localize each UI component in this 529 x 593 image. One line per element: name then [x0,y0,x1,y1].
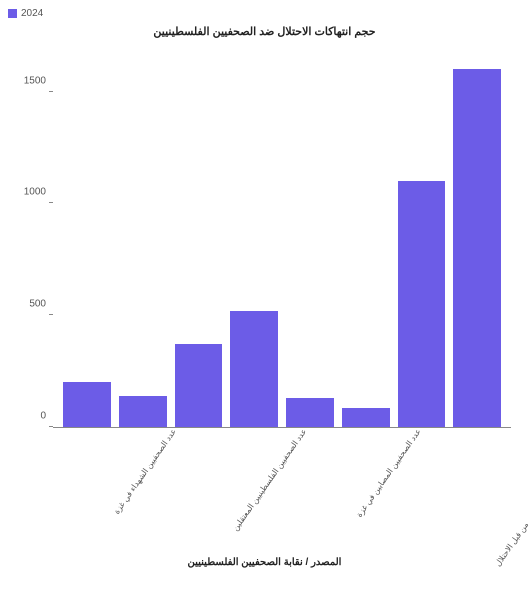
bar [63,382,111,427]
x-tick-label: عدد عائلات الصحفيين المستهدفين من قبل ال… [494,427,529,568]
y-tick-label: 1500 [8,75,46,86]
bar [230,311,278,427]
chart-container: 2024 حجم انتهاكات الاحتلال ضد الصحفيين ا… [8,8,521,585]
bar [119,396,167,427]
y-tick-label: 500 [8,299,46,310]
y-tick-label: 0 [8,411,46,422]
bar [398,181,446,427]
y-tick-mark [49,202,53,203]
bar [453,69,501,427]
x-axis-title: المصدر / نقابة الصحفيين الفلسطينيين [8,557,521,568]
plot-area: 050010001500 [53,48,511,428]
x-tick-label: عدد الصحفيين الشهداء في غزة [112,427,178,516]
bar [286,398,334,427]
y-tick-label: 1000 [8,187,46,198]
y-tick-mark [49,91,53,92]
legend-label: 2024 [21,8,43,19]
y-tick-mark [49,426,53,427]
legend-swatch [8,9,17,18]
bars-group [53,48,511,427]
x-tick-label: عدد الصحفيين الفلسطينيين المعتقلين [231,427,309,533]
x-axis-labels: عدد الصحفيين الشهداء في غزةعدد الصحفيين … [53,428,511,437]
bar [342,408,390,427]
y-tick-mark [49,314,53,315]
legend: 2024 [8,8,521,19]
chart-title: حجم انتهاكات الاحتلال ضد الصحفيين الفلسط… [8,25,521,38]
x-tick-label: عدد الصحفيين المصابين في غزة [354,427,422,519]
bar [175,344,223,427]
